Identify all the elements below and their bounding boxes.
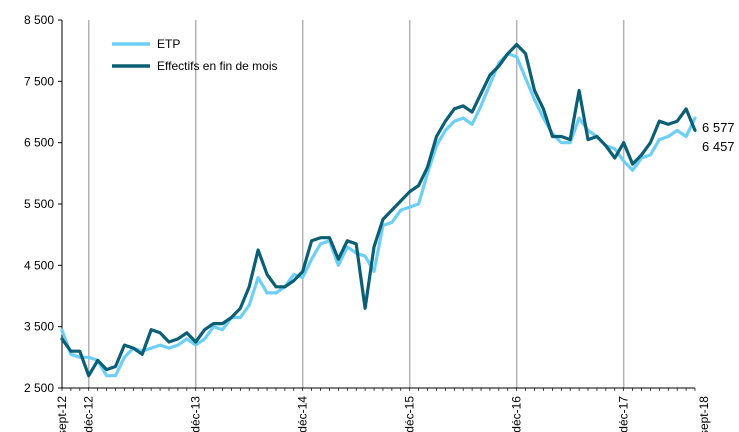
x-tick-label: déc-15	[403, 396, 417, 432]
x-tick-label: sept-12	[55, 396, 69, 432]
legend-label: ETP	[157, 37, 180, 51]
y-tick-label: 2 500	[24, 381, 54, 395]
y-tick-label: 3 500	[24, 320, 54, 334]
x-tick-label: déc-12	[82, 396, 96, 432]
y-tick-label: 5 500	[24, 197, 54, 211]
end-label-etp: 6 457	[702, 139, 735, 154]
y-tick-label: 7 500	[24, 74, 54, 88]
legend: ETP Effectifs en fin de mois	[112, 37, 278, 73]
end-labels: 6 577 6 457	[702, 120, 735, 154]
x-tick-label: déc-16	[510, 396, 524, 432]
legend-label: Effectifs en fin de mois	[157, 59, 278, 73]
axes	[58, 19, 696, 391]
x-tick-label: déc-13	[189, 396, 203, 432]
x-tick-labels: sept-12 déc-12 déc-13 déc-14 déc-15 déc-16 déc…	[55, 396, 711, 432]
x-tick-label: déc-17	[617, 396, 631, 432]
y-tick-label: 4 500	[24, 258, 54, 272]
y-tick-label: 6 500	[24, 136, 54, 150]
series-lines	[60, 42, 697, 378]
y-tick-label: 8 500	[24, 13, 54, 27]
x-tick-label: déc-14	[296, 396, 310, 432]
series-line-1	[60, 42, 697, 378]
end-label-effectifs: 6 577	[702, 120, 735, 135]
x-tick-label: sept-18	[697, 396, 711, 432]
y-tick-labels: 2 500 3 500 4 500 5 500 6 500 7 500 8 500	[24, 13, 54, 395]
vertical-gridlines	[87, 20, 625, 388]
series-line-0	[60, 52, 697, 378]
